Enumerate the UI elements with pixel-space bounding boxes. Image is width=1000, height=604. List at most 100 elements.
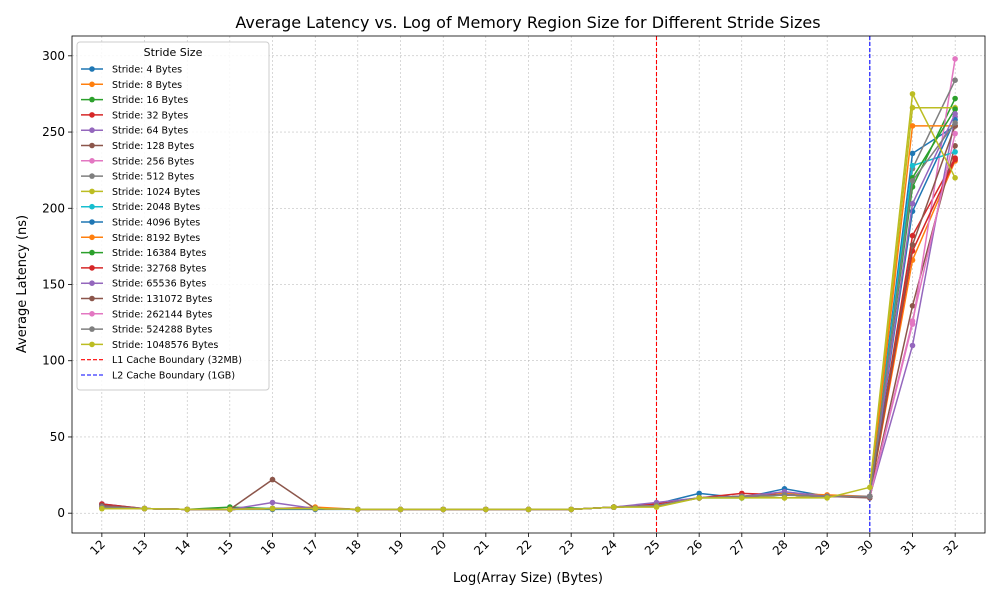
legend-label: Stride: 64 Bytes — [112, 126, 188, 137]
legend-swatch-marker — [89, 142, 95, 149]
data-point — [568, 506, 574, 513]
data-point — [440, 506, 447, 513]
data-point — [269, 476, 276, 483]
data-point — [696, 490, 702, 497]
data-point — [312, 505, 319, 512]
legend-label: L2 Cache Boundary (1GB) — [112, 371, 235, 382]
data-point — [909, 200, 916, 207]
data-point — [909, 91, 916, 97]
data-point — [269, 499, 276, 506]
data-point — [141, 505, 148, 512]
data-point — [867, 493, 873, 500]
data-point — [99, 505, 105, 512]
data-point — [653, 504, 660, 510]
legend-label: Stride: 8 Bytes — [112, 80, 182, 91]
data-point — [952, 149, 958, 155]
legend-swatch-marker — [89, 173, 95, 179]
series-lines — [99, 56, 958, 513]
data-point — [952, 120, 958, 126]
data-point — [696, 495, 702, 501]
legend-label: Stride: 32768 Bytes — [112, 263, 206, 274]
data-point — [952, 95, 958, 102]
data-point — [227, 506, 233, 513]
legend-label: Stride: 1048576 Bytes — [112, 340, 218, 351]
legend-label: Stride: 524288 Bytes — [112, 325, 212, 336]
legend-label: Stride: 4 Bytes — [112, 65, 182, 76]
data-point — [397, 506, 404, 513]
legend-label: Stride: 1024 Bytes — [112, 187, 200, 198]
legend-label: Stride: 32 Bytes — [112, 110, 188, 121]
legend-swatch-marker — [89, 234, 95, 241]
legend-swatch-marker — [89, 96, 95, 103]
y-tick-label: 100 — [42, 354, 65, 368]
data-point — [909, 342, 916, 349]
legend-label: L1 Cache Boundary (32MB) — [112, 355, 242, 366]
legend-swatch-marker — [89, 203, 95, 210]
legend-swatch-marker — [89, 249, 95, 256]
legend-swatch-marker — [89, 158, 95, 164]
y-tick-label: 250 — [42, 125, 65, 139]
data-point — [952, 111, 958, 117]
legend-swatch-marker — [89, 127, 95, 133]
legend-swatch-marker — [89, 188, 95, 195]
y-tick-label: 0 — [57, 506, 65, 520]
cache-boundary-lines — [655, 36, 871, 533]
data-point — [909, 242, 916, 248]
legend-label: Stride: 256 Bytes — [112, 156, 194, 167]
legend-label: Stride: 8192 Bytes — [112, 233, 200, 244]
data-point — [952, 106, 958, 112]
legend-swatch-marker — [89, 326, 95, 332]
y-tick-label: 50 — [50, 430, 65, 444]
legend-label: Stride: 2048 Bytes — [112, 202, 200, 213]
y-tick-label: 300 — [42, 49, 65, 63]
legend-swatch-marker — [89, 341, 95, 348]
data-point — [184, 506, 190, 513]
data-point — [952, 175, 958, 181]
data-point — [952, 130, 958, 137]
legend-label: Stride: 16 Bytes — [112, 95, 188, 106]
data-point — [952, 56, 958, 62]
data-point — [739, 495, 745, 501]
data-point — [909, 178, 916, 184]
y-axis-label: Average Latency (ns) — [15, 215, 30, 353]
data-point — [525, 506, 532, 513]
axes: 12 13 14 15 16 17 18 19 20 21 22 23 24 25 26 27 28 29 30 31… — [42, 49, 961, 558]
legend-label: Stride: 262144 Bytes — [112, 309, 212, 320]
data-point — [867, 484, 873, 491]
y-tick-label: 200 — [42, 201, 65, 215]
x-axis-label: Log(Array Size) (Bytes) — [453, 571, 603, 586]
data-point — [909, 123, 916, 129]
legend-label: Stride: 65536 Bytes — [112, 279, 206, 290]
legend: Stride Size Stride: 4 Bytes Stride: 8 Byt… — [76, 41, 270, 391]
data-point — [824, 495, 830, 501]
data-point — [952, 77, 958, 83]
data-point — [952, 143, 958, 149]
legend-swatch-marker — [89, 311, 95, 317]
grid-lines — [72, 36, 985, 533]
data-point — [909, 150, 916, 157]
data-point — [355, 506, 361, 513]
data-point — [611, 504, 617, 510]
data-point — [269, 505, 276, 512]
legend-swatch-marker — [89, 81, 95, 88]
legend-swatch-marker — [89, 265, 95, 271]
data-point — [909, 318, 916, 324]
legend-frame — [76, 41, 270, 391]
legend-title: Stride Size — [144, 46, 203, 59]
legend-label: Stride: 131072 Bytes — [112, 294, 212, 305]
y-tick-label: 150 — [42, 278, 65, 292]
legend-label: Stride: 4096 Bytes — [112, 218, 200, 229]
legend-label: Stride: 128 Bytes — [112, 141, 194, 152]
data-point — [483, 506, 489, 513]
legend-swatch-marker — [89, 219, 95, 225]
chart-title: Average Latency vs. Log of Memory Region… — [235, 13, 820, 32]
legend-swatch-marker — [89, 66, 95, 72]
legend-swatch-marker — [89, 295, 95, 302]
series-group — [99, 91, 958, 513]
legend-label: Stride: 16384 Bytes — [112, 248, 206, 259]
legend-swatch-marker — [89, 112, 95, 118]
data-point — [909, 303, 916, 309]
data-point — [952, 156, 958, 163]
